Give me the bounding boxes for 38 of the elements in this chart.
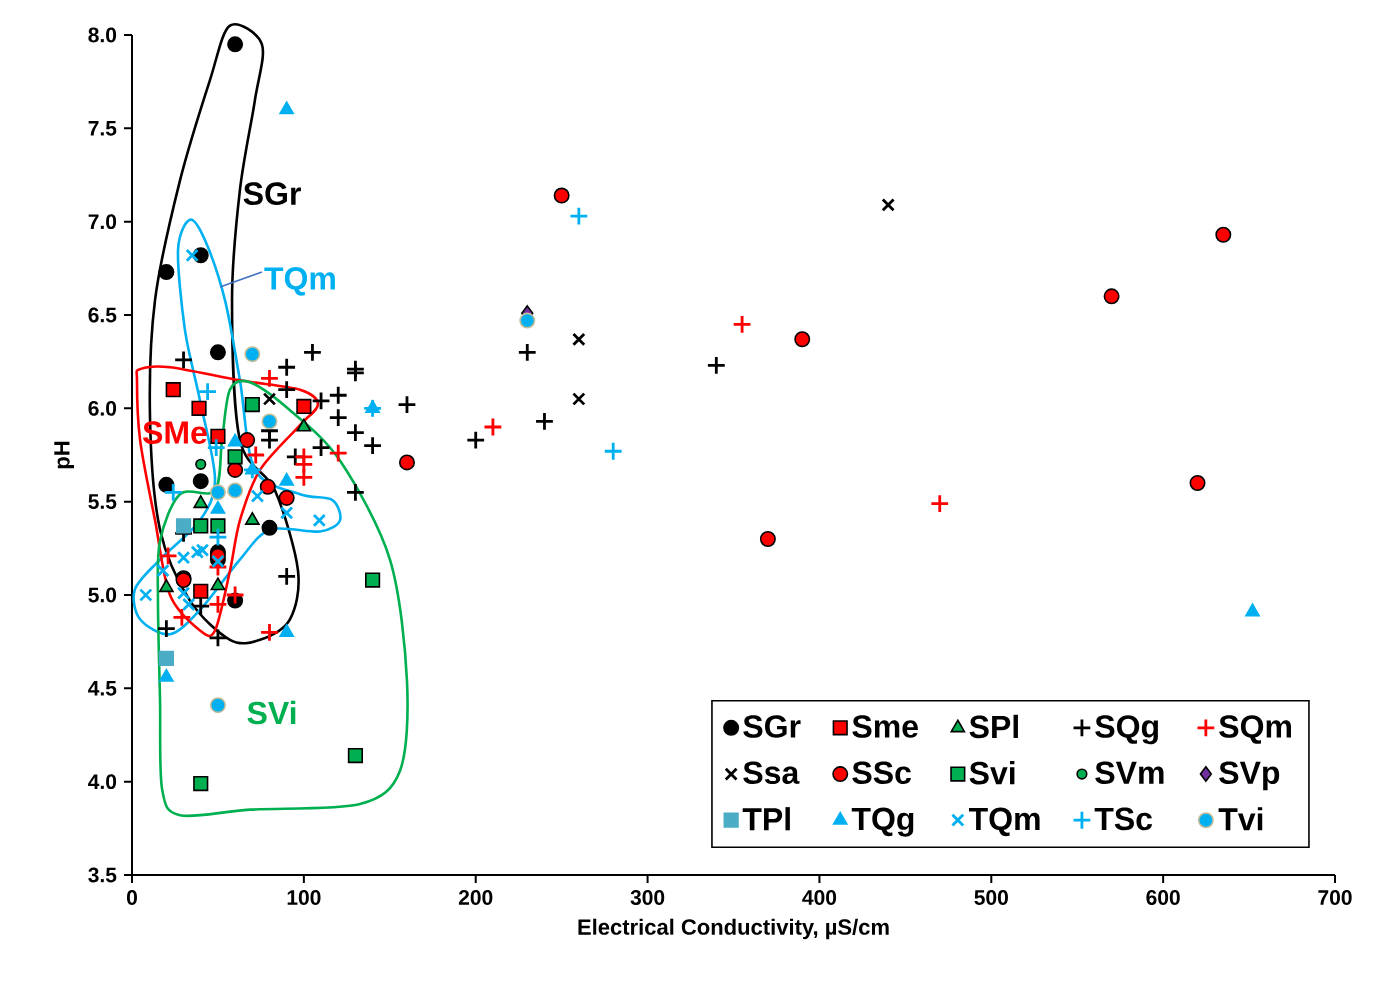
legend-label: SQg — [1095, 715, 1158, 745]
x-tick-label: 200 — [458, 890, 493, 905]
y-tick-label: 7.0 — [88, 214, 117, 230]
y-tick-label: 4.5 — [88, 681, 117, 696]
y-tick-label: 7.5 — [88, 121, 117, 136]
y-axis-title: pH — [54, 441, 74, 469]
y-tick-label: 3.5 — [88, 867, 117, 883]
legend-label: SSc — [852, 761, 911, 785]
legend-label: SPl — [969, 714, 1018, 739]
y-tick-label: 5.0 — [88, 587, 117, 603]
legend-label: SVp — [1219, 761, 1280, 791]
annotation: SGr — [243, 182, 301, 205]
y-tick-label: 6.0 — [88, 400, 117, 416]
y-tick-label: 5.5 — [88, 494, 117, 510]
x-axis-title: Electrical Conductivity, µS/cm — [578, 918, 889, 940]
legend-label: Tvi — [1218, 807, 1263, 831]
legend-label: TQm — [968, 807, 1040, 837]
legend-label: TPl — [742, 807, 790, 831]
legend-label: SVm — [1095, 761, 1164, 785]
legend-label: TSc — [1094, 807, 1153, 831]
annotation: SVi — [247, 700, 296, 725]
x-tick-label: 700 — [1318, 890, 1352, 905]
x-tick-label: 500 — [974, 890, 1008, 905]
legend-label: TQg — [851, 807, 914, 837]
y-tick-label: 8.0 — [88, 27, 117, 43]
legend-label: SQm — [1219, 715, 1291, 744]
y-tick-label: 6.5 — [88, 307, 117, 323]
legend-label: Ssa — [743, 761, 800, 785]
x-tick-label: 100 — [287, 890, 321, 905]
legend-label: Sme — [852, 715, 918, 738]
legend-label: SGr — [743, 715, 801, 738]
y-tick-label: 4.0 — [88, 774, 117, 790]
x-tick-label: 400 — [802, 890, 837, 905]
legend-label: Svi — [969, 760, 1015, 785]
x-tick-label: 300 — [630, 890, 665, 905]
x-tick-label: 600 — [1146, 890, 1180, 905]
x-tick-label: 0 — [126, 890, 137, 905]
annotation: TQm — [264, 267, 335, 296]
